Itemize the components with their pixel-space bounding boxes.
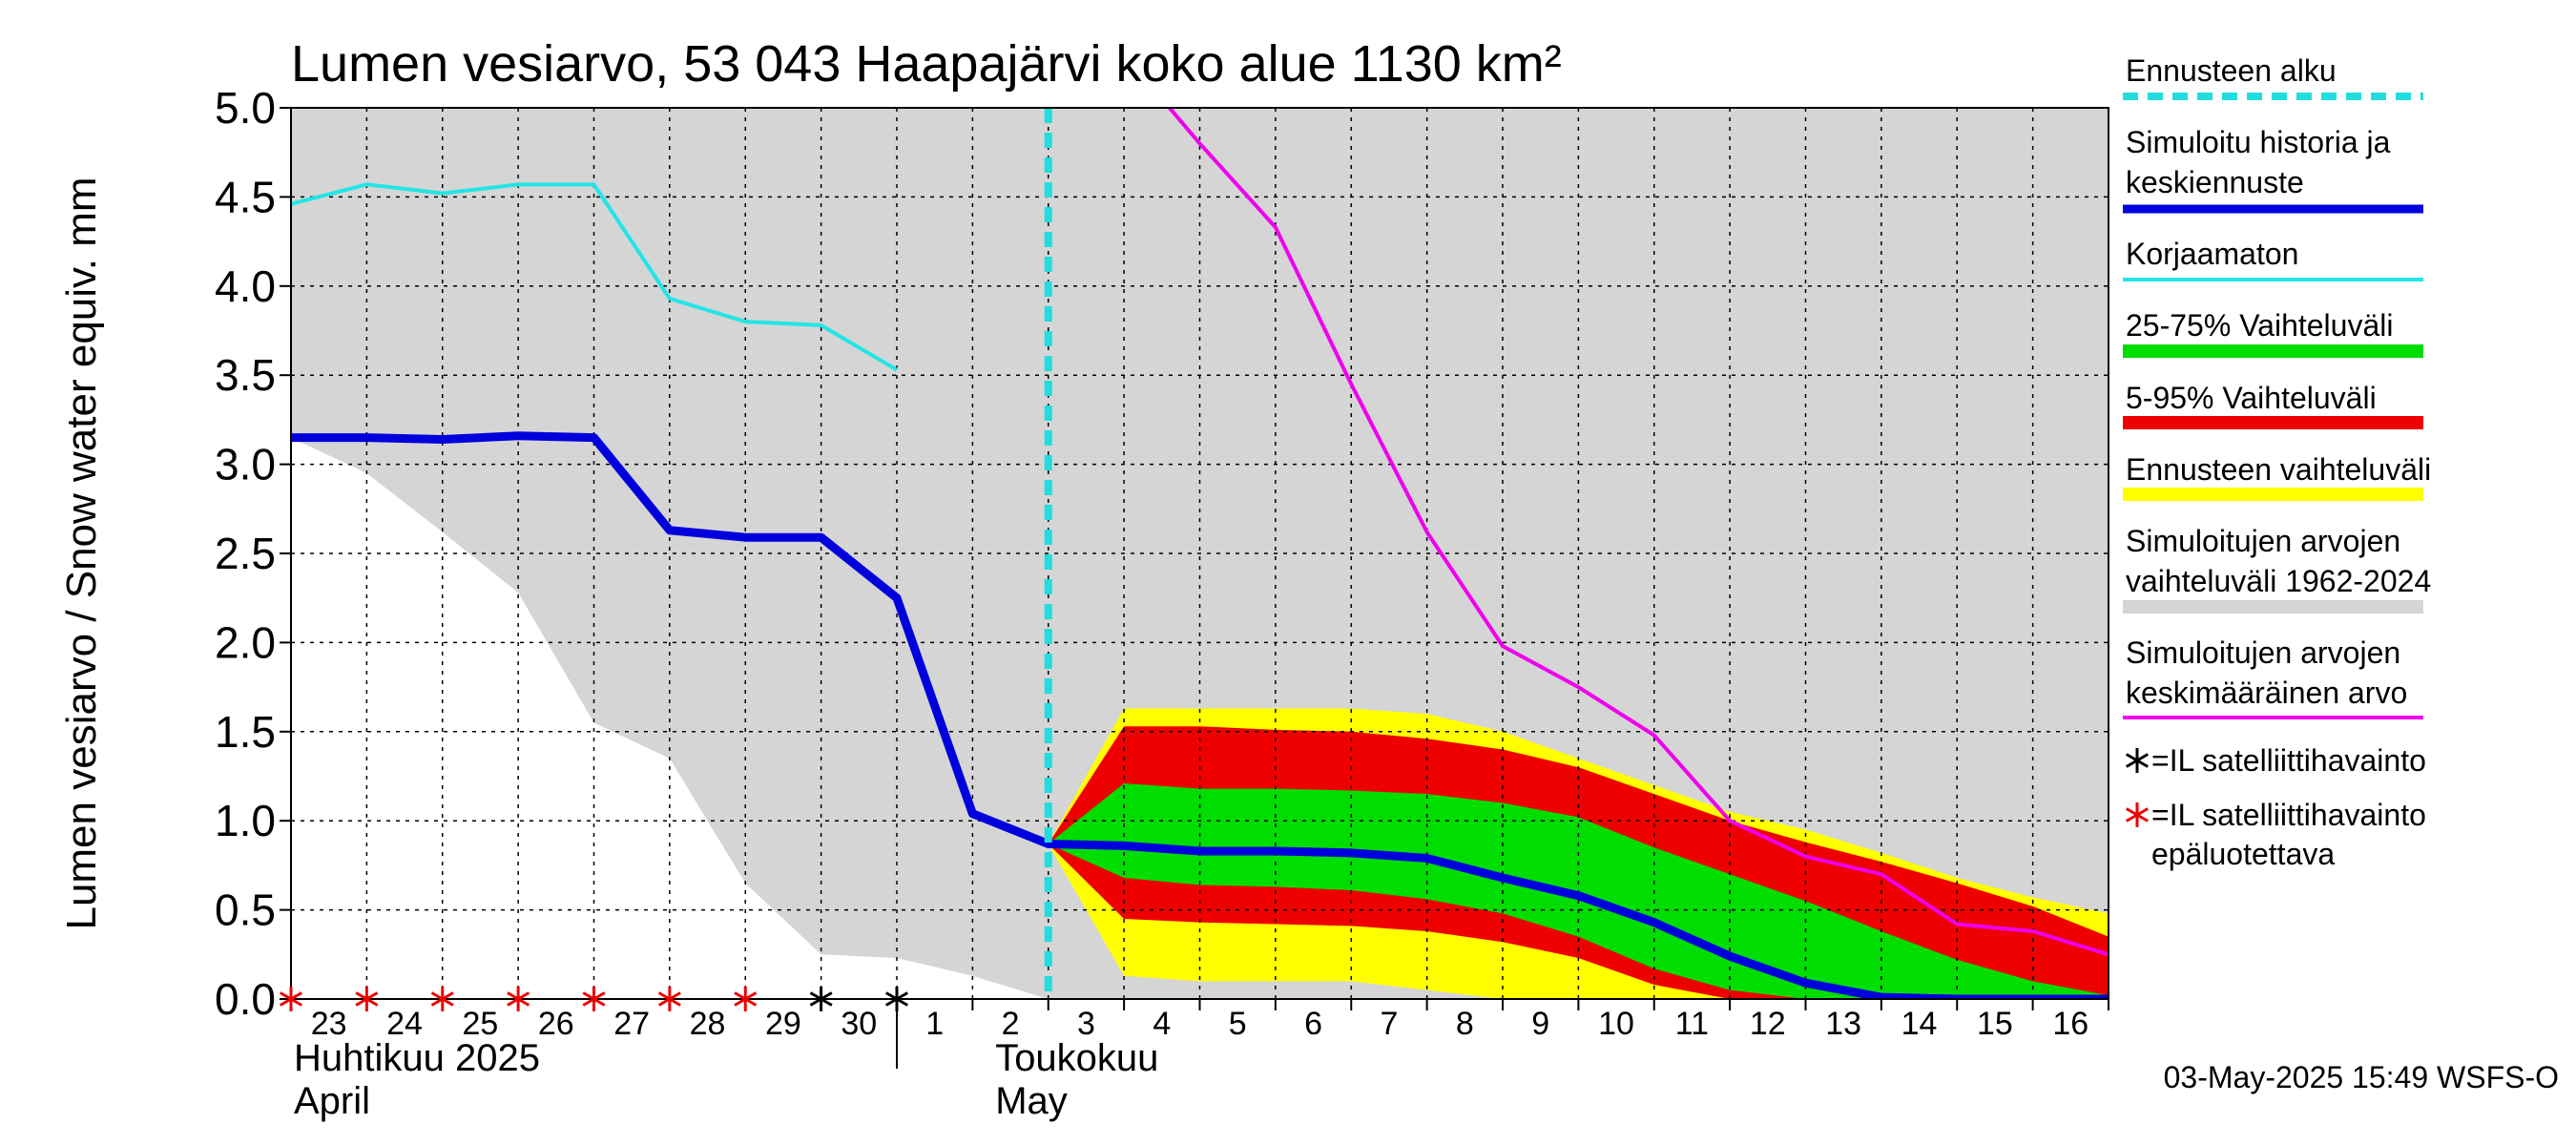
y-tick-label: 0.0: [215, 974, 276, 1024]
legend-item-hist-range: Simuloitujen arvojen vaihteluväli 1962-20…: [2123, 524, 2431, 614]
legend-item-forecast-range: Ennusteen vaihteluväli: [2123, 452, 2431, 501]
legend-label: Simuloitujen arvojen: [2126, 635, 2400, 670]
legend-item-uncorrected: Korjaamaton: [2123, 237, 2423, 281]
satellite-unreliable-marker: [355, 987, 379, 1011]
x-tick-label: 4: [1153, 1006, 1171, 1042]
x-tick-label: 25: [463, 1006, 499, 1042]
y-tick-label: 3.0: [215, 440, 276, 489]
x-tick-label: 16: [2052, 1006, 2088, 1042]
plot-area: [291, 108, 2109, 999]
x-tick-label: 28: [690, 1006, 726, 1042]
legend-label: keskimääräinen arvo: [2126, 676, 2407, 710]
satellite-unreliable-marker: [734, 987, 758, 1011]
legend-label: Korjaamaton: [2126, 237, 2298, 271]
legend-label: Simuloitujen arvojen: [2126, 524, 2400, 558]
axes: 0.00.51.01.52.02.53.03.54.04.55.023 24 25 2…: [215, 83, 2109, 1122]
x-tick-label: 11: [1675, 1006, 1709, 1042]
y-axis-label: Lumen vesiarvo / Snow water equiv. mm: [58, 177, 105, 929]
satellite-marker: [884, 987, 909, 1011]
y-tick-label: 4.0: [215, 261, 276, 311]
x-tick-label: 10: [1598, 1006, 1634, 1042]
legend-label: keskiennuste: [2126, 165, 2304, 199]
legend-label: Ennusteen vaihteluväli: [2126, 452, 2431, 487]
satellite-unreliable-marker: [507, 987, 530, 1011]
legend-item-sat-red: =IL satelliittihavainto epäluotettava: [2125, 798, 2426, 871]
month-label: Huhtikuu 2025: [294, 1037, 540, 1079]
footer-timestamp: 03-May-2025 15:49 WSFS-O: [2164, 1060, 2559, 1094]
legend-item-sat-black: =IL satelliittihavainto: [2125, 743, 2426, 778]
satellite-unreliable-marker: [657, 987, 681, 1011]
x-tick-label: 29: [765, 1006, 801, 1042]
legend-item-forecast-start: Ennusteen alku: [2123, 53, 2423, 100]
plot-clip-group: [291, 108, 2109, 999]
chart-title: Lumen vesiarvo, 53 043 Haapajärvi koko a…: [291, 35, 1562, 93]
x-tick-label: 1: [925, 1006, 944, 1042]
legend-label: 5-95% Vaihteluväli: [2126, 381, 2377, 415]
month-label-en: May: [995, 1080, 1068, 1122]
x-tick-label: 27: [613, 1006, 650, 1042]
y-tick-label: 3.5: [215, 350, 276, 400]
satellite-marker: [809, 987, 833, 1011]
legend-item-hist-mean: Simuloitujen arvojen keskimääräinen arvo: [2123, 635, 2423, 719]
y-tick-label: 0.5: [215, 885, 276, 935]
legend-label: 25-75% Vaihteluväli: [2126, 308, 2393, 343]
x-tick-label: 5: [1229, 1006, 1247, 1042]
legend-star-icon: [2125, 748, 2150, 773]
legend-item-p5-95: 5-95% Vaihteluväli: [2123, 381, 2423, 429]
legend-label: Ennusteen alku: [2126, 53, 2337, 88]
x-tick-label: 23: [311, 1006, 347, 1042]
satellite-unreliable-marker: [279, 987, 303, 1011]
y-tick-label: 2.5: [215, 529, 276, 578]
legend-star-icon: [2125, 802, 2150, 827]
legend-label: epäluotettava: [2151, 837, 2335, 871]
legend-label: =IL satelliittihavainto: [2151, 743, 2426, 778]
x-tick-label: 14: [1901, 1006, 1938, 1042]
month-label: Toukokuu: [995, 1037, 1158, 1079]
historical-mean-line: [1168, 108, 2109, 957]
x-tick-label: 6: [1304, 1006, 1322, 1042]
legend-label: vaihteluväli 1962-2024: [2126, 564, 2431, 598]
x-tick-label: 9: [1531, 1006, 1549, 1042]
uncorrected-line: [291, 182, 899, 372]
legend-item-simulated: Simuloitu historia ja keskiennuste: [2123, 125, 2423, 214]
x-tick-label: 8: [1456, 1006, 1474, 1042]
month-label-en: April: [294, 1080, 370, 1122]
x-tick-label: 13: [1825, 1006, 1861, 1042]
legend: Ennusteen alku Simuloitu historia ja keski…: [2123, 53, 2431, 871]
legend-label: =IL satelliittihavainto: [2151, 798, 2426, 832]
x-tick-label: 3: [1077, 1006, 1095, 1042]
satellite-unreliable-marker: [582, 987, 606, 1011]
legend-item-p25-75: 25-75% Vaihteluväli: [2123, 308, 2423, 358]
x-tick-label: 24: [386, 1006, 423, 1042]
y-tick-label: 5.0: [215, 83, 276, 133]
satellite-unreliable-marker: [430, 987, 454, 1011]
x-tick-label: 26: [538, 1006, 574, 1042]
x-tick-label: 30: [841, 1006, 877, 1042]
y-tick-label: 1.5: [215, 707, 276, 757]
x-tick-label: 2: [1002, 1006, 1020, 1042]
simulated-line: [291, 431, 2109, 999]
y-tick-label: 1.0: [215, 796, 276, 845]
x-tick-label: 7: [1380, 1006, 1398, 1042]
x-tick-label: 15: [1977, 1006, 2013, 1042]
y-tick-label: 2.0: [215, 617, 276, 667]
legend-label: Simuloitu historia ja: [2126, 125, 2391, 159]
y-tick-label: 4.5: [215, 172, 276, 221]
x-tick-label: 12: [1750, 1006, 1786, 1042]
